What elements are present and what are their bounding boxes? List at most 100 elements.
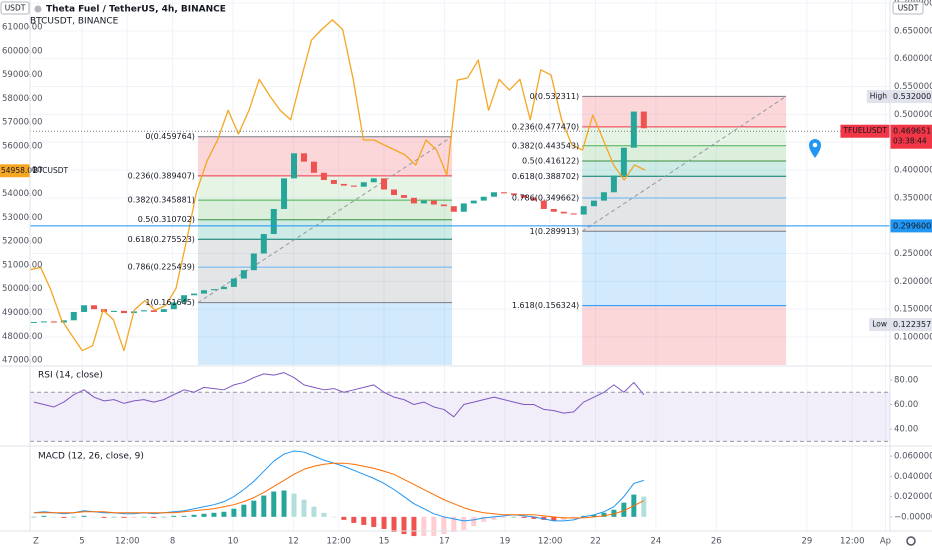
y2-tick-label: 52000.00: [2, 237, 43, 247]
candle: [381, 178, 388, 190]
histogram-bar: [161, 516, 167, 518]
y2-tick-label: 54000.00: [2, 189, 43, 199]
histogram-bar: [101, 516, 107, 518]
rsi-band: [30, 392, 890, 442]
gear-icon: [906, 536, 916, 546]
compare-series-title: BTCUSDT, BINANCE: [30, 17, 119, 27]
y-tick-label: 0.350000: [894, 193, 932, 203]
candle: [220, 286, 227, 290]
histogram-bar: [441, 516, 447, 535]
fib-label: 0(0.459764): [145, 132, 195, 141]
price-tag: [890, 318, 932, 332]
x-tick-label: 10: [228, 537, 239, 547]
candle: [170, 302, 177, 310]
histogram-bar: [131, 516, 137, 518]
y2-tick-label: 61000.00: [2, 23, 43, 33]
histogram-bar: [501, 516, 507, 518]
price-tag: [890, 90, 932, 104]
y-tick-label: 40.00: [894, 425, 918, 435]
histogram-bar: [461, 516, 467, 530]
histogram-bar: [391, 516, 397, 533]
settings-button[interactable]: [906, 536, 916, 546]
fib-label: 0.618(0.275523): [128, 235, 195, 244]
histogram-bar: [191, 514, 197, 517]
candle: [540, 200, 547, 209]
candle: [230, 278, 237, 287]
fib-label: 0.236(0.477470): [512, 122, 579, 131]
y2-tick-label: 48000.00: [2, 332, 43, 342]
fib-label: 0.786(0.349662): [512, 194, 579, 203]
y2-tick-label: 53000.00: [2, 213, 43, 223]
right-unit: USDT: [898, 4, 919, 13]
x-tick-label: 15: [379, 537, 390, 547]
candle: [530, 197, 537, 201]
fib-zone: [582, 126, 787, 146]
candle: [350, 185, 357, 187]
fib-trend: [197, 136, 453, 304]
macd-title: MACD (12, 26, close, 9): [38, 452, 144, 462]
fib-label: 0.786(0.225439): [128, 263, 195, 272]
histogram-bar: [351, 516, 357, 523]
unit-box[interactable]: [0, 1, 30, 15]
histogram-bar: [641, 496, 647, 517]
macd-line: [33, 462, 645, 519]
x-tick-label: 8: [170, 537, 175, 547]
x-tick-label: 26: [711, 537, 722, 547]
fib-label: 0.236(0.389407): [128, 171, 195, 180]
candle: [30, 321, 37, 323]
histogram-bar: [121, 516, 127, 518]
histogram-bar: [181, 515, 187, 517]
histogram-bar: [81, 515, 87, 517]
histogram-bar: [331, 516, 337, 518]
histogram-bar: [221, 511, 227, 517]
candle: [320, 172, 327, 181]
candle: [410, 197, 417, 204]
x-tick-label: 12:00: [840, 537, 865, 547]
y-tick-label: 0.200000: [894, 277, 932, 287]
candle: [110, 310, 117, 312]
candle: [520, 195, 527, 198]
candle: [620, 147, 627, 176]
y-tick-label: 0.600000: [894, 54, 932, 64]
y-tick-label: 0.150000: [894, 305, 932, 315]
histogram-bar: [361, 516, 367, 525]
rsi-line: [33, 372, 645, 418]
candle: [450, 206, 457, 212]
price-tag-value: 0.469651: [893, 127, 931, 136]
candle: [310, 161, 317, 173]
histogram-bar: [321, 512, 327, 517]
zoom-button[interactable]: Z: [33, 537, 39, 547]
candle: [150, 310, 157, 312]
histogram-bar: [531, 516, 537, 519]
fib-zone: [197, 239, 452, 268]
x-tick-label: Ap: [880, 537, 891, 547]
fib-label: 1(0.289913): [530, 227, 580, 236]
x-tick-label: 24: [650, 537, 661, 547]
price-tag: [0, 164, 30, 178]
unit-box[interactable]: [892, 1, 924, 15]
y-tick-label: 60.00: [894, 400, 918, 410]
candle: [40, 321, 47, 323]
histogram-bar: [311, 506, 317, 517]
x-tick-label: 29: [802, 537, 813, 547]
candle: [60, 320, 67, 323]
x-tick-label: 12:00: [538, 537, 563, 547]
candle: [181, 295, 188, 303]
candle: [610, 175, 617, 193]
candle: [281, 178, 288, 209]
histogram-bar: [61, 516, 67, 518]
price-tag-value: 0.122357: [893, 320, 931, 329]
candle: [140, 310, 147, 312]
histogram-bar: [551, 516, 557, 521]
fib-zone: [197, 302, 452, 365]
candle: [160, 309, 167, 312]
rsi-title: RSI (14, close): [38, 371, 103, 381]
map-pin[interactable]: [809, 139, 821, 158]
histogram-bar: [601, 512, 607, 517]
fib-label: 1.618(0.156324): [512, 301, 579, 310]
candle: [300, 153, 307, 162]
candle: [630, 111, 637, 148]
y2-tick-label: 47000.00: [2, 356, 43, 366]
candle: [50, 321, 57, 323]
